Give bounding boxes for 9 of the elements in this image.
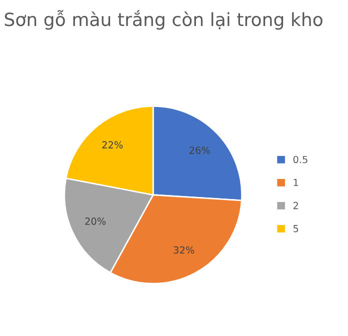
legend-label: 2	[293, 202, 298, 210]
legend-label: 1	[294, 178, 298, 186]
chart-title: Sơn gỗ màu trắng còn lại trong kho	[4, 10, 322, 30]
data-label: 22%	[102, 141, 123, 148]
data-label: 32%	[174, 246, 194, 254]
data-label: 20%	[85, 218, 106, 225]
legend-label: 5	[293, 225, 298, 232]
legend-label: 0.5	[293, 156, 308, 164]
data-label: 26%	[190, 146, 210, 154]
